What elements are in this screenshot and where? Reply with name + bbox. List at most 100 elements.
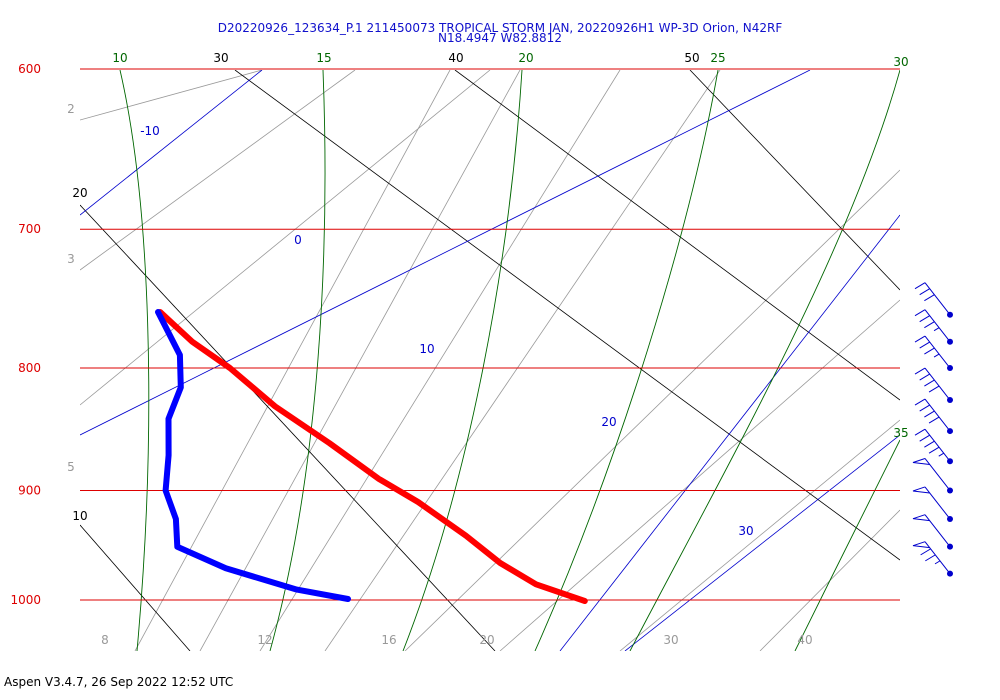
wind-barb-half-flag: [933, 353, 940, 358]
wind-barb-flag: [914, 367, 926, 375]
pressure-tick-label: 900: [18, 483, 41, 497]
wind-barb-station: [947, 570, 953, 577]
moist-adiabat-label: 20: [518, 51, 533, 65]
wind-barb-half-flag: [938, 452, 945, 457]
isotherm-line: [624, 434, 900, 651]
wind-barb-flag: [924, 294, 935, 302]
wind-barb: [914, 367, 953, 404]
moist-adiabat-line: [629, 70, 900, 651]
wind-barb-staff: [924, 398, 951, 432]
wind-barb-staff: [924, 486, 951, 520]
wind-barb-flag: [924, 440, 935, 448]
wind-barb-flag: [928, 446, 940, 454]
wind-barb-pennant: [912, 514, 930, 522]
temperature-profile-line: [157, 309, 588, 604]
mixing-ratio-label: 40: [797, 633, 812, 647]
wind-barb-pennant: [912, 541, 930, 549]
mixing-ratio-line: [80, 70, 263, 121]
isotherm-label: 0: [294, 233, 302, 247]
isotherm-label: 30: [738, 524, 753, 538]
wind-barb-half-flag: [933, 327, 940, 332]
isotherm-label: 10: [419, 342, 434, 356]
mixing-ratio-line: [619, 419, 900, 651]
wind-barb-flag: [914, 309, 926, 317]
wind-barb-flag: [924, 379, 935, 387]
mixing-ratio-line: [199, 70, 521, 651]
wind-barb-flag: [914, 428, 926, 436]
pressure-tick-label: 700: [18, 222, 41, 236]
wind-barb-pennant: [912, 486, 930, 494]
moist-adiabat-line: [534, 70, 719, 651]
dewpoint-profile-line: [155, 309, 351, 602]
mixing-ratio-label: 3: [67, 252, 75, 266]
pressure-tick-label: 1000: [10, 593, 41, 607]
wind-barb-station: [947, 311, 953, 318]
isotherm-line: [80, 70, 811, 436]
wind-barb-staff: [924, 458, 951, 491]
mixing-ratio-line: [499, 299, 900, 651]
isotherm-line: [559, 214, 900, 651]
footer-version: Aspen V3.4.7, 26 Sep 2022 12:52 UTC: [4, 675, 234, 689]
mixing-ratio-label: 5: [67, 460, 75, 474]
plot-area: [80, 70, 900, 651]
moist-adiabat-line: [794, 439, 900, 651]
mixing-ratio-label: 20: [479, 633, 494, 647]
wind-barb-flag: [928, 385, 940, 393]
mixing-ratio-label: 12: [257, 633, 272, 647]
dry-adiabat-line: [689, 70, 900, 291]
wind-barb-staff: [924, 309, 951, 343]
wind-barb: [912, 514, 953, 550]
dry-adiabat-line: [80, 204, 496, 651]
chart-title-line2: N18.4947 W82.8812: [438, 31, 562, 45]
pressure-tick-label: 800: [18, 361, 41, 375]
mixing-ratio-line: [324, 70, 721, 651]
wind-barb-flag: [920, 548, 931, 556]
wind-barb: [912, 486, 953, 522]
wind-barb: [914, 428, 953, 465]
wind-barb-station: [947, 338, 953, 345]
isotherm-label: -10: [140, 124, 160, 138]
wind-barb-flag: [919, 404, 930, 412]
dry-adiabat-line: [80, 524, 191, 651]
wind-barb-flag: [919, 315, 930, 323]
dry-adiabat-label: 40: [448, 51, 463, 65]
wind-barb: [914, 335, 953, 372]
mixing-ratio-label: 2: [67, 102, 75, 116]
wind-barb-pennant: [912, 458, 930, 465]
wind-barb-flag: [919, 341, 930, 349]
wind-barb-staff: [924, 541, 951, 574]
mixing-ratio-label: 16: [381, 633, 396, 647]
moist-adiabat-label: 25: [710, 51, 725, 65]
moist-adiabat-label: 10: [112, 51, 127, 65]
wind-barb-flag: [924, 347, 935, 355]
wind-barb-station: [947, 397, 953, 404]
wind-barb-staff: [924, 428, 951, 462]
wind-barb: [914, 309, 953, 345]
wind-barb-station: [947, 487, 953, 494]
wind-barb-flag: [914, 398, 926, 406]
moist-adiabat-line: [269, 70, 326, 651]
wind-barb-flag: [914, 335, 926, 343]
wind-barb-staff: [924, 282, 951, 316]
mixing-ratio-label: 8: [101, 633, 109, 647]
wind-barb-staff: [924, 514, 951, 547]
pressure-tick-label: 600: [18, 62, 41, 76]
wind-barb-flag: [919, 373, 930, 381]
wind-barb-flag: [928, 416, 940, 424]
wind-barb-half-flag: [934, 560, 941, 565]
wind-barb: [912, 541, 953, 577]
wind-barb-flag: [914, 282, 926, 290]
dry-adiabat-label: 30: [213, 51, 228, 65]
moist-adiabat-label: 30: [893, 55, 908, 69]
dry-adiabat-label: 20: [72, 186, 87, 200]
dry-adiabat-line: [234, 70, 900, 561]
wind-barb-station: [947, 365, 953, 372]
wind-barb-station: [947, 515, 953, 522]
moist-adiabat-label: 35: [893, 426, 908, 440]
wind-barb-flag: [924, 410, 935, 418]
chart-title-line1: D20220926_123634_P.1 211450073 TROPICAL …: [217, 21, 783, 35]
wind-barb-station: [947, 458, 953, 465]
wind-barb-flag: [924, 321, 935, 329]
wind-barb-staff: [924, 367, 951, 401]
